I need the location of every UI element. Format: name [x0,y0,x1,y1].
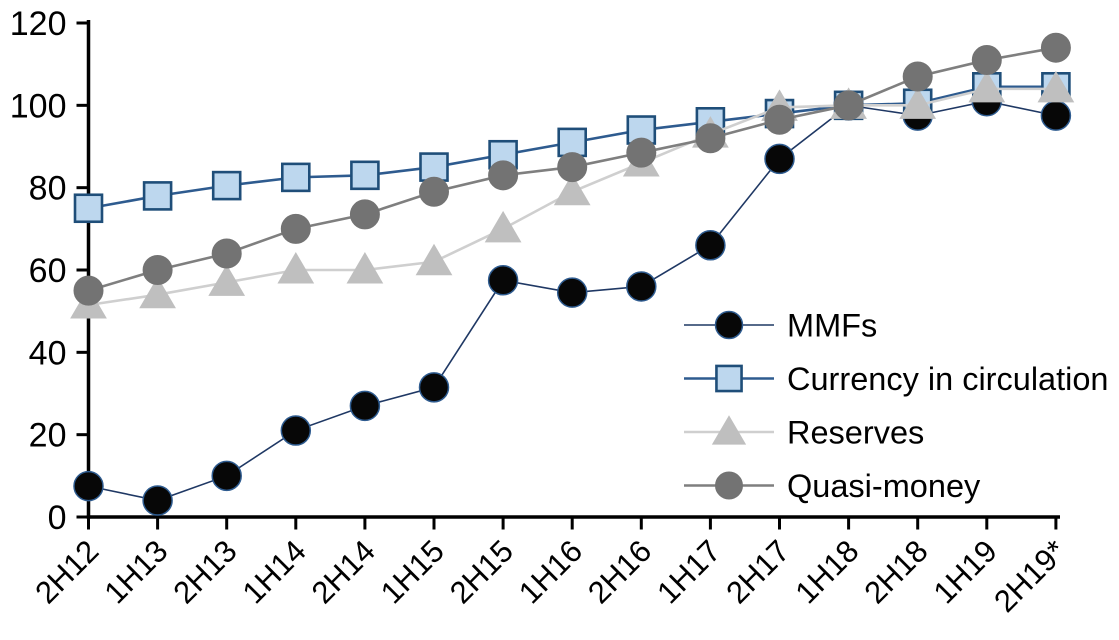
x-tick-label-2h18: 2H18 [857,533,934,610]
marker-quasi-money-2h19 [1040,32,1071,63]
marker-mmfs-2h17 [764,143,795,175]
marker-reserves-2h15 [484,210,522,243]
marker-quasi-money-1h15 [419,176,449,207]
y-tick-label-80: 80 [29,170,67,208]
x-tick-label-2h14: 2H14 [305,533,382,610]
legend-label-currency-in-circulation: Currency in circulation [787,361,1109,397]
marker-quasi-money-1h16 [557,152,588,183]
marker-mmfs-2h13 [211,460,242,492]
y-tick-label-0: 0 [48,499,67,537]
marker-mmfs-2h14 [349,390,381,422]
y-tick-label-40: 40 [29,334,67,372]
y-tick-label-100: 100 [10,87,67,125]
legend-label-quasi-money: Quasi-money [787,468,981,504]
marker-mmfs-1h15 [418,372,450,403]
marker-quasi-money-1h13 [142,255,173,285]
marker-quasi-money-1h17 [695,123,726,154]
legend-label-reserves: Reserves [787,415,924,451]
x-tick-label-1h16: 1H16 [512,533,589,610]
x-tick-label-2h12: 2H12 [28,533,105,610]
marker-reserves-1h15 [415,243,453,276]
y-tick-label-20: 20 [29,417,67,455]
legend-marker-reserves [711,415,747,445]
marker-currency-in-circulation-2h14 [350,160,380,191]
marker-mmfs-2h12 [73,470,104,502]
marker-reserves-1h13 [139,276,176,309]
x-tick-label-2h19: 2H19* [987,533,1073,619]
marker-mmfs-1h13 [142,485,173,516]
legend-label-mmfs: MMFs [787,308,877,344]
marker-quasi-money-2h18 [902,61,933,92]
marker-reserves-2h18 [899,87,937,119]
marker-currency-in-circulation-1h16 [557,127,588,158]
marker-quasi-money-1h14 [280,213,311,244]
x-tick-label-1h14: 1H14 [236,533,313,610]
marker-currency-in-circulation-1h13 [142,181,173,211]
marker-reserves-2h19 [1037,70,1075,103]
marker-currency-in-circulation-1h14 [280,162,311,193]
x-tick-label-2h13: 2H13 [166,533,243,610]
marker-quasi-money-1h19 [971,45,1002,76]
marker-mmfs-2h15 [487,265,519,296]
marker-quasi-money-2h15 [488,160,519,191]
marker-quasi-money-2h12 [73,275,104,306]
y-tick-label-60: 60 [29,252,67,290]
marker-reserves-2h14 [346,252,384,284]
legend-marker-mmfs [714,310,744,340]
marker-mmfs-1h14 [280,415,312,446]
marker-mmfs-2h19 [1040,100,1072,131]
x-tick-label-1h17: 1H17 [650,533,727,610]
marker-quasi-money-1h18 [833,90,864,121]
marker-quasi-money-2h17 [764,104,795,135]
x-tick-label-1h13: 1H13 [97,533,174,610]
marker-reserves-1h16 [553,173,591,206]
marker-mmfs-1h17 [695,230,726,261]
marker-currency-in-circulation-2h12 [73,193,104,224]
marker-quasi-money-2h14 [349,199,380,230]
marker-mmfs-2h16 [626,271,657,302]
x-tick-label-2h16: 2H16 [581,533,658,610]
marker-currency-in-circulation-1h15 [419,152,449,182]
legend-marker-currency-in-circulation [715,364,743,393]
y-tick-label-120: 120 [10,5,67,43]
x-tick-label-2h17: 2H17 [719,533,796,610]
x-tick-label-2h15: 2H15 [443,533,520,610]
marker-quasi-money-2h16 [626,137,657,168]
marker-reserves-1h14 [277,252,315,284]
marker-mmfs-1h16 [556,277,588,308]
marker-currency-in-circulation-2h13 [211,170,242,201]
marker-quasi-money-2h13 [211,238,242,269]
marker-reserves-1h19 [968,70,1006,103]
legend-marker-quasi-money [715,471,743,500]
x-tick-label-1h18: 1H18 [788,533,865,610]
x-tick-label-1h15: 1H15 [374,533,451,610]
marker-reserves-2h13 [208,264,246,296]
